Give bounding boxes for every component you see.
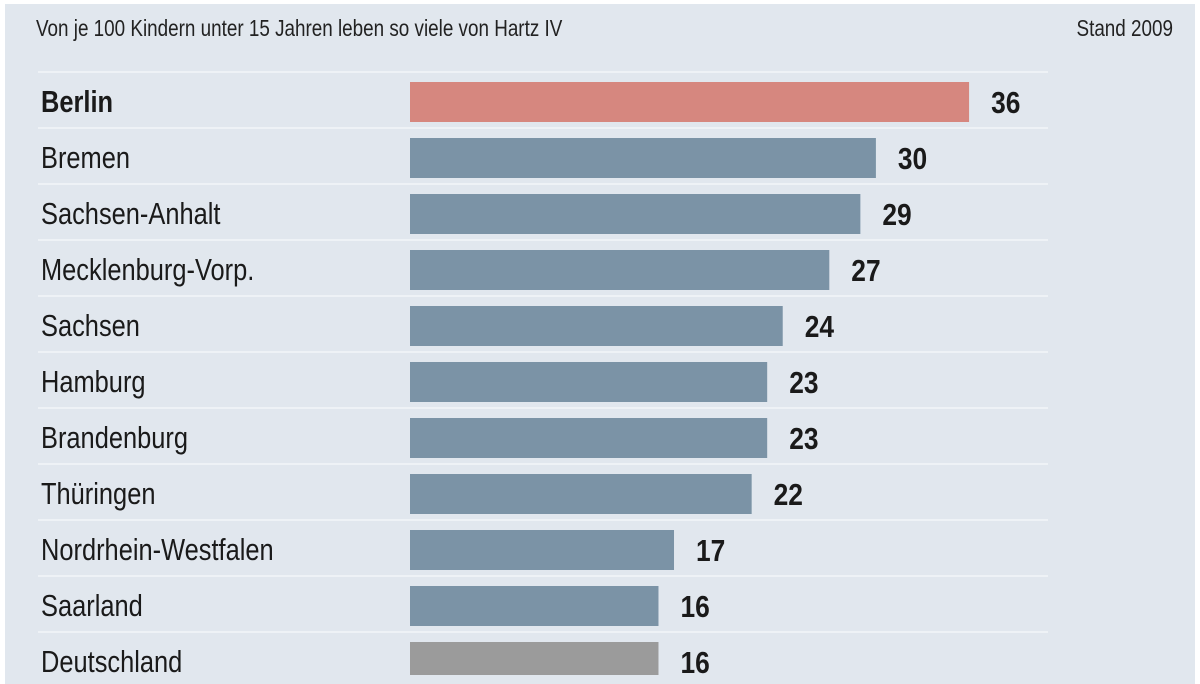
bar (410, 418, 768, 458)
bar (410, 362, 768, 402)
value-label: 22 (774, 477, 803, 512)
value-label: 36 (991, 85, 1020, 120)
value-label: 23 (789, 365, 818, 400)
bar (410, 474, 752, 514)
category-label: Thüringen (41, 476, 155, 511)
value-label: 17 (696, 533, 725, 568)
category-label: Sachsen (41, 308, 140, 343)
chart-title: Von je 100 Kindern unter 15 Jahren leben… (36, 15, 563, 41)
bar (410, 586, 659, 626)
bar (410, 82, 970, 122)
category-label: Saarland (41, 588, 143, 623)
bar (410, 530, 675, 570)
value-label: 16 (680, 645, 709, 675)
value-label: 23 (789, 421, 818, 456)
bar (410, 306, 783, 346)
value-label: 24 (805, 309, 835, 344)
category-label: Bremen (41, 140, 130, 175)
category-label: Mecklenburg-Vorp. (41, 252, 254, 287)
value-label: 29 (882, 197, 911, 232)
chart-note: Stand 2009 (1077, 15, 1173, 41)
category-label: Nordrhein-Westfalen (41, 532, 274, 567)
value-label: 16 (680, 589, 709, 624)
bar (410, 138, 876, 178)
bar (410, 642, 659, 675)
category-label: Brandenburg (41, 420, 188, 455)
category-label: Hamburg (41, 364, 146, 399)
value-label: 30 (898, 141, 927, 176)
category-label: Sachsen-Anhalt (41, 196, 221, 231)
bar (410, 194, 861, 234)
category-label: Deutschland (41, 644, 182, 675)
category-label: Berlin (41, 84, 113, 119)
bar (410, 250, 830, 290)
value-label: 27 (851, 253, 880, 288)
